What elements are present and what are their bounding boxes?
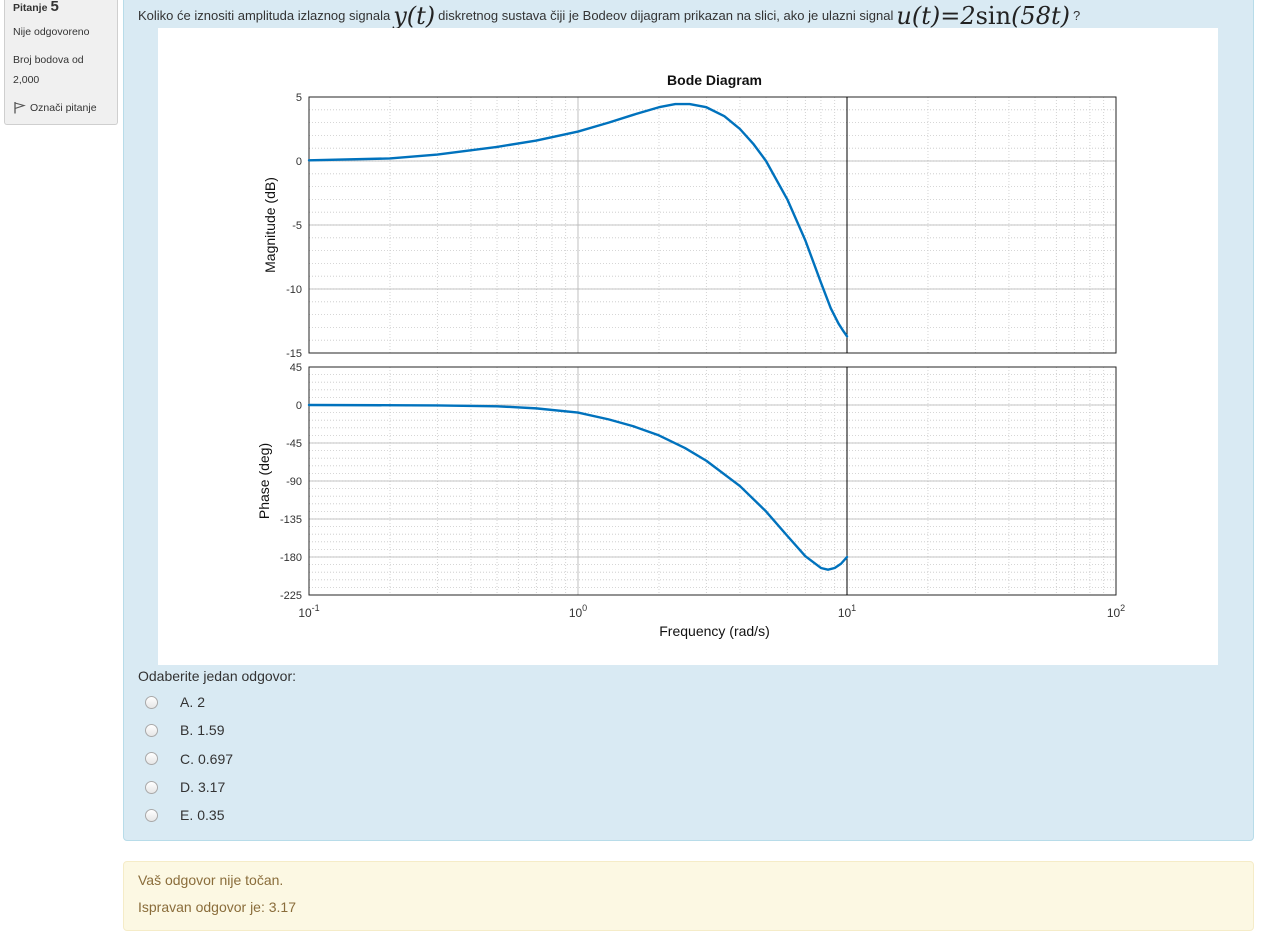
phase-curve <box>307 403 849 571</box>
magnitude-ytick-label: -15 <box>286 348 302 360</box>
x-tick-label: 102 <box>1107 603 1125 620</box>
magnitude-axes-box <box>308 96 1117 354</box>
answer-prompt: Odaberite jedan odgovor: <box>138 668 296 684</box>
question-text-part2: diskretnog sustava čiji je Bodeov dijagr… <box>438 7 894 23</box>
answer-letter: C. <box>180 750 194 767</box>
magnitude-ytick-label: 5 <box>296 92 302 104</box>
answer-option-c[interactable]: C. 0.697 <box>143 745 233 773</box>
question-text: Koliko će iznositi amplituda izlaznog si… <box>138 0 1238 30</box>
answer-value: 0.35 <box>197 807 225 824</box>
x-tick-label: 10-1 <box>298 603 319 620</box>
question-grade-label: Broj bodova od <box>13 54 84 66</box>
answer-letter: B. <box>180 722 194 739</box>
answer-letter: E. <box>180 807 194 824</box>
feedback-correct-answer: Ispravan odgovor je: 3.17 <box>138 899 296 915</box>
flag-question-link[interactable]: Označi pitanje <box>13 101 97 114</box>
x-tick-label: 101 <box>838 603 856 620</box>
question-label: Pitanje <box>13 2 48 14</box>
question-info-panel: Pitanje 5 Nije odgovoreno Broj bodova od … <box>4 0 118 125</box>
feedback-box <box>123 861 1254 931</box>
magnitude-ytick-label: -5 <box>292 220 302 232</box>
flag-question-label: Označi pitanje <box>30 101 97 114</box>
answer-value: 2 <box>197 694 206 711</box>
math-input-lhs: u(t)=2 <box>896 2 976 30</box>
math-output-signal: y(t) <box>393 2 436 30</box>
math-input-arg: (58t) <box>1011 2 1070 30</box>
magnitude-y-axis-label: Magnitude (dB) <box>262 177 278 273</box>
phase-ytick-label: -135 <box>280 514 302 526</box>
question-text-part1: Koliko će iznositi amplituda izlaznog si… <box>138 7 391 23</box>
answer-letter: D. <box>180 779 194 796</box>
phase-ytick-label: -45 <box>286 438 302 450</box>
x-axis-label: Frequency (rad/s) <box>659 623 769 639</box>
phase-ytick-label: 0 <box>296 400 302 412</box>
math-input-fn: sin <box>975 2 1012 30</box>
math-input-signal: u(t)=2sin(58t) <box>896 2 1070 30</box>
phase-axes-box <box>308 366 1117 596</box>
answer-radio-d[interactable] <box>145 780 158 794</box>
x-tick-label: 100 <box>569 603 587 620</box>
magnitude-ytick-label: 0 <box>296 156 302 168</box>
bode-diagram-figure: 5 0 -5 -10 -15 45 0 -45 -90 -135 -180 -225 10-1 100 10… <box>158 28 1218 665</box>
question-text-end: ? <box>1072 7 1081 23</box>
answer-radio-b[interactable] <box>145 723 158 737</box>
answer-value: 1.59 <box>197 722 225 739</box>
answer-options: A. 2 B. 1.59 C. 0.697 D. 3.17 E. 0.35 <box>143 688 233 829</box>
magnitude-curve <box>307 102 849 338</box>
phase-ytick-label: -180 <box>280 552 302 564</box>
question-state: Nije odgovoreno <box>13 26 90 38</box>
magnitude-ytick-label: -10 <box>286 284 302 296</box>
answer-radio-e[interactable] <box>145 808 158 822</box>
feedback-incorrect-message: Vaš odgovor nije točan. <box>138 872 284 888</box>
answer-radio-a[interactable] <box>145 695 158 709</box>
answer-radio-c[interactable] <box>145 752 158 766</box>
phase-y-axis-label: Phase (deg) <box>256 443 272 519</box>
question-number-value: 5 <box>50 0 59 15</box>
question-grade-value: 2,000 <box>13 74 40 86</box>
answer-option-d[interactable]: D. 3.17 <box>143 773 233 801</box>
answer-option-e[interactable]: E. 0.35 <box>143 801 233 829</box>
answer-option-a[interactable]: A. 2 <box>143 688 233 716</box>
phase-ytick-label: -225 <box>280 590 302 602</box>
flag-icon <box>14 102 26 114</box>
phase-ytick-label: 45 <box>290 362 302 374</box>
phase-ytick-label: -90 <box>286 476 302 488</box>
answer-value: 3.17 <box>198 779 226 796</box>
answer-letter: A. <box>180 694 194 711</box>
answer-option-b[interactable]: B. 1.59 <box>143 716 233 744</box>
answer-value: 0.697 <box>198 750 234 767</box>
chart-title: Bode Diagram <box>667 72 762 88</box>
question-number: Pitanje 5 <box>13 0 59 15</box>
